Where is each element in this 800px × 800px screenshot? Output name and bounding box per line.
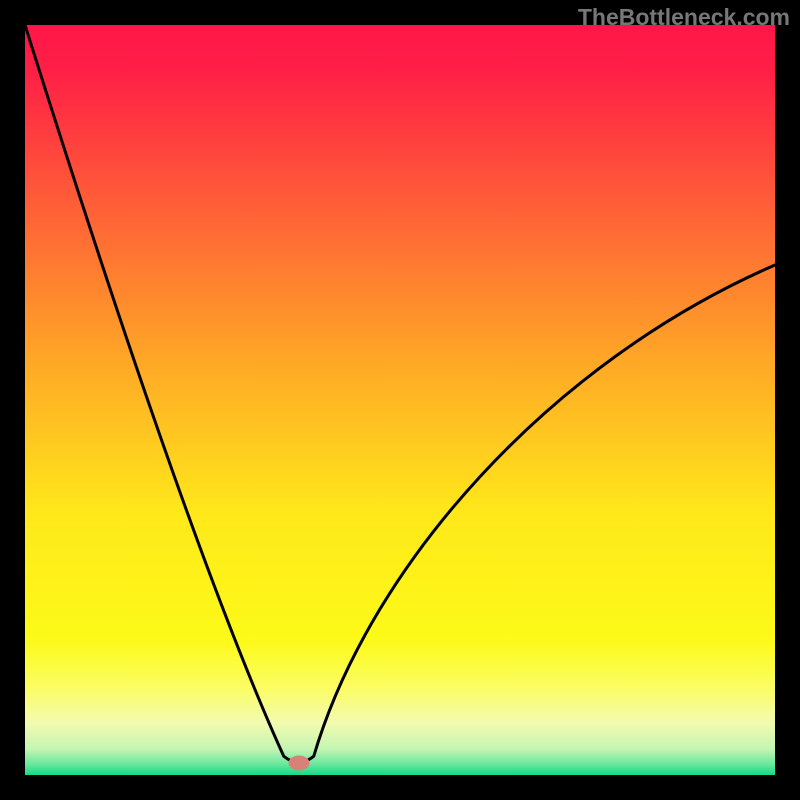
watermark-text: TheBottleneck.com: [578, 4, 790, 31]
minimum-marker: [288, 756, 309, 771]
chart-frame: TheBottleneck.com: [0, 0, 800, 800]
curve-svg: [25, 25, 775, 775]
plot-area: [25, 25, 775, 775]
bottleneck-curve: [25, 25, 775, 762]
